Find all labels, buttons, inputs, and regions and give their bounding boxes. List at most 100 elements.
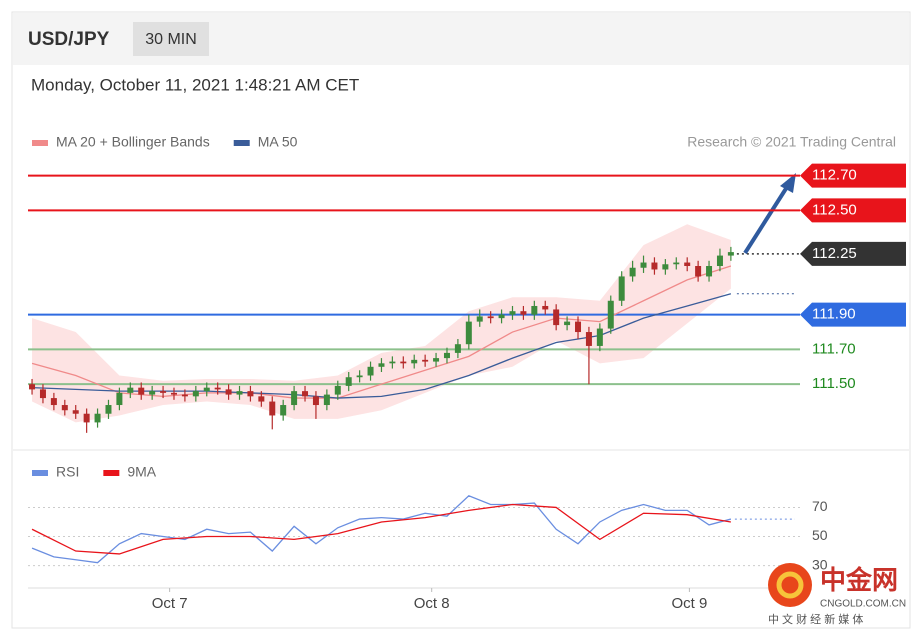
y-tick-label: 70 [812, 498, 828, 514]
candle-body [716, 255, 723, 267]
candle-body [607, 300, 614, 329]
candle-body [400, 361, 407, 364]
candle-body [225, 389, 232, 395]
timeframe[interactable]: 30 MIN [145, 31, 197, 48]
legend-swatch [233, 140, 250, 146]
candle-body [280, 405, 287, 416]
ma-line [32, 293, 732, 399]
level-label: 112.70 [812, 167, 857, 184]
timestamp: Monday, October 11, 2021 1:48:21 AM CET [31, 75, 359, 94]
x-tick-label: Oct 8 [414, 595, 450, 612]
candle-body [312, 396, 319, 406]
candle-body [651, 262, 658, 270]
candle-body [323, 394, 330, 406]
candle-body [673, 262, 680, 265]
logo [768, 563, 812, 607]
candle-body [192, 391, 199, 397]
candle-body [247, 391, 254, 397]
candle-body [684, 262, 691, 267]
legend-label: 9MA [127, 464, 156, 480]
candle-body [149, 391, 156, 395]
ma-line [31, 265, 732, 399]
candle-body [553, 309, 560, 326]
candle-body [443, 352, 450, 359]
candle-body [83, 413, 90, 423]
candle-body [531, 305, 538, 315]
candle-body [564, 321, 571, 326]
legend-label: MA 50 [258, 134, 298, 150]
y-tick-label: 50 [812, 527, 828, 543]
source: Research © 2021 Trading Central [687, 134, 896, 150]
candle-body [476, 316, 483, 322]
candle-body [629, 267, 636, 277]
level-box [800, 163, 906, 188]
candle-body [50, 398, 57, 406]
symbol: USD/JPY [28, 29, 110, 50]
legend-swatch [32, 470, 48, 476]
x-tick-label: Oct 9 [671, 595, 707, 612]
candle-body [334, 385, 341, 395]
candle-body [706, 266, 713, 277]
level-label: 111.50 [812, 375, 856, 392]
candle-body [29, 384, 36, 390]
candle-body [236, 391, 243, 395]
watermark-tagline: 中 文 财 经 新 媒 体 [768, 612, 863, 626]
candle-body [170, 392, 177, 395]
legend-label: RSI [56, 464, 79, 480]
candle-body [389, 361, 396, 364]
arrow-head [780, 173, 796, 193]
candle-body [433, 358, 440, 362]
x-tick-label: Oct 7 [152, 595, 188, 612]
candle-body [269, 401, 276, 416]
level-label: 111.70 [812, 340, 856, 357]
watermark-site: CNGOLD.COM.CN [820, 599, 906, 610]
candle-body [94, 413, 101, 423]
candle-body [498, 314, 505, 319]
candle-body [105, 405, 112, 414]
legend-swatch [103, 470, 120, 476]
level-box [800, 198, 906, 223]
candle-body [345, 377, 352, 386]
candle-body [509, 311, 516, 315]
rsi-line [31, 503, 731, 555]
candle-body [585, 332, 592, 346]
candle-body [454, 344, 461, 353]
rsi-line [31, 495, 732, 564]
candle-body [378, 363, 385, 367]
candle-body [72, 410, 79, 414]
candle-body [214, 387, 221, 390]
watermark-brand: 中金网 [820, 565, 898, 595]
candle-body [181, 394, 188, 397]
level-box [800, 302, 906, 327]
level-box [800, 241, 906, 266]
candle-body [367, 366, 374, 376]
candle-body [127, 387, 134, 393]
candle-body [39, 389, 46, 399]
candle-body [520, 311, 527, 315]
legend-label: MA 20 + Bollinger Bands [56, 134, 210, 150]
candle-body [116, 392, 123, 406]
candle-body [640, 262, 647, 268]
candle-body [356, 375, 363, 378]
candle-body [61, 405, 68, 411]
timeframe-box[interactable] [133, 22, 209, 56]
candle-body [291, 391, 298, 406]
candle-body [203, 387, 210, 392]
candle-body [695, 266, 702, 277]
legend-swatch [32, 140, 48, 146]
candle-body [727, 252, 734, 256]
candle-body [302, 391, 309, 397]
candle-body [465, 321, 472, 345]
logo-ring [776, 571, 804, 599]
level-label: 112.25 [812, 245, 857, 262]
candle-body [258, 396, 265, 402]
candle-body [487, 316, 494, 319]
candle-body [422, 359, 429, 362]
arrow [743, 185, 789, 255]
level-label: 112.50 [812, 201, 857, 218]
candle-body [160, 391, 167, 393]
candle-body [618, 276, 625, 301]
level-label: 111.90 [812, 306, 856, 323]
candle-body [596, 328, 603, 346]
